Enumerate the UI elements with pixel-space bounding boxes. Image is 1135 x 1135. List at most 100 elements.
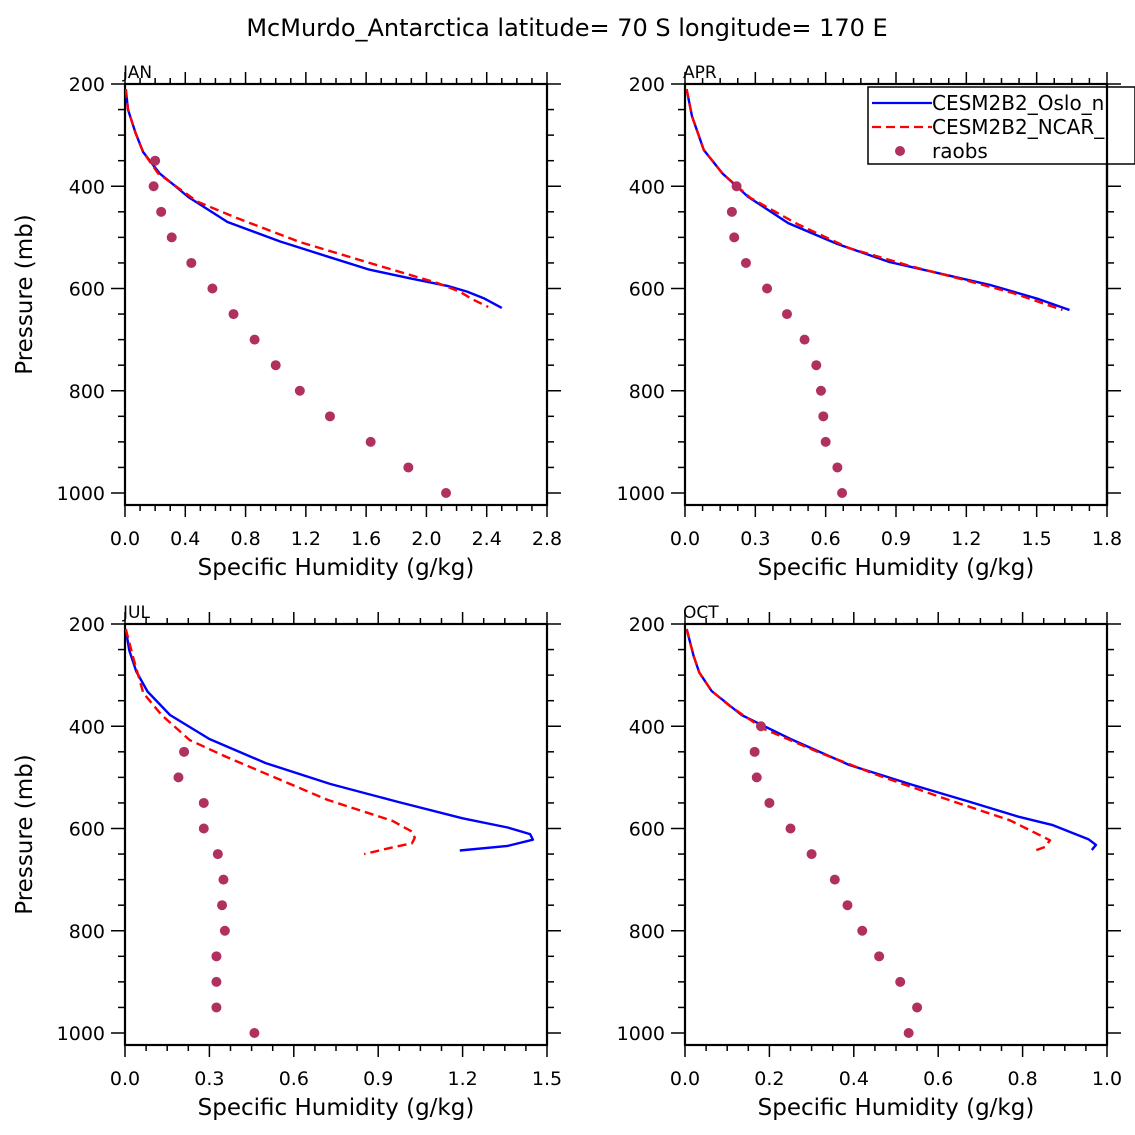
plot-frame: [123, 622, 549, 1047]
y-axis-label: Pressure (mb): [12, 754, 38, 914]
y-tick-label: 800: [629, 921, 665, 943]
raobs-point: [217, 900, 228, 911]
raobs-point: [842, 900, 853, 911]
plot-frame: [123, 82, 549, 507]
y-tick-label: 1000: [57, 483, 105, 505]
x-axis-label: Specific Humidity (g/kg): [758, 555, 1035, 581]
x-tick-label: 0.6: [279, 1068, 309, 1090]
raobs-point: [740, 257, 751, 268]
raobs-point: [781, 309, 792, 320]
x-tick-label: 0.9: [881, 528, 911, 550]
y-tick-label: 200: [69, 614, 105, 636]
raobs-point: [249, 1028, 260, 1038]
raobs-point: [219, 925, 230, 936]
y-tick-label: 400: [629, 176, 665, 198]
raobs-point: [207, 283, 218, 294]
y-tick-label: 800: [629, 381, 665, 403]
raobs-point: [903, 1028, 914, 1038]
raobs-point: [211, 976, 222, 987]
y-tick-label: 1000: [57, 1023, 105, 1045]
raobs-point: [150, 155, 161, 166]
x-tick-label: 1.5: [532, 1068, 562, 1090]
raobs-point: [173, 772, 184, 783]
x-tick-label: 0.0: [110, 1068, 140, 1090]
x-tick-label: 0.6: [923, 1068, 953, 1090]
raobs-point: [762, 283, 773, 294]
x-tick-label: 1.0: [1092, 1068, 1122, 1090]
x-tick-label: 1.2: [951, 528, 981, 550]
raobs-point: [218, 874, 229, 885]
raobs-point: [441, 488, 452, 498]
y-tick-label: 1000: [617, 483, 665, 505]
legend-label: CESM2B2_NCAR_: [932, 115, 1105, 139]
x-tick-label: 0.4: [839, 1068, 869, 1090]
oslo-line: [125, 628, 535, 852]
raobs-point: [837, 488, 848, 498]
panel-oct: OCT 200 400 600 800 1000 0.0 0.2 0.4 0.6 0.8 1.0 Spe…: [617, 603, 1122, 1121]
raobs-point: [785, 823, 796, 834]
raobs-point: [857, 925, 868, 936]
raobs-point: [799, 334, 810, 345]
y-tick-label: 600: [629, 279, 665, 301]
raobs-point: [815, 385, 826, 396]
panel-title: JUL: [122, 603, 150, 623]
y-tick-label: 400: [69, 716, 105, 738]
y-tick-label: 600: [629, 819, 665, 841]
x-tick-label: 1.5: [1022, 528, 1052, 550]
y-tick-label: 400: [629, 716, 665, 738]
raobs-point: [211, 951, 222, 962]
x-tick-label: 1.2: [291, 528, 321, 550]
x-tick-label: 0.0: [670, 528, 700, 550]
panel-apr: APR 200 400 600 800 1000 0.0 0.3 0.6 0.9 1.2 1.5 1.8…: [617, 63, 1122, 581]
figure-title: McMurdo_Antarctica latitude= 70 S longit…: [246, 14, 887, 42]
y-tick-label: 800: [69, 921, 105, 943]
raobs-point: [912, 1002, 923, 1013]
y-tick-label: 600: [69, 279, 105, 301]
raobs-point: [820, 436, 831, 447]
x-tick-label: 0.3: [194, 1068, 224, 1090]
legend-label: raobs: [932, 139, 988, 163]
ncar-line: [125, 88, 489, 308]
legend-box: [867, 86, 1135, 165]
y-tick-label: 200: [69, 74, 105, 96]
raobs-point: [294, 385, 305, 396]
raobs-point: [806, 849, 817, 860]
raobs-point: [874, 951, 885, 962]
raobs-point: [179, 746, 190, 757]
raobs-point: [755, 721, 766, 732]
panel-jul: JUL 200 400 600 800 1000 0.0 0.3 0.6 0.9 1.2 1.5 Spe…: [12, 603, 562, 1121]
y-tick-label: 400: [69, 176, 105, 198]
x-axis-label: Specific Humidity (g/kg): [198, 555, 475, 581]
panel-title: APR: [683, 63, 717, 83]
raobs-point: [166, 232, 177, 243]
panel-title: OCT: [683, 603, 719, 623]
raobs-point: [726, 206, 737, 217]
oslo-line: [685, 628, 1098, 851]
raobs-point: [270, 360, 281, 371]
x-tick-label: 2.0: [411, 528, 441, 550]
y-tick-label: 200: [629, 614, 665, 636]
x-tick-label: 0.9: [363, 1068, 393, 1090]
x-tick-label: 0.8: [230, 528, 260, 550]
x-axis-label: Specific Humidity (g/kg): [198, 1095, 475, 1121]
panel-jan: JAN 200 400 600 800 1000 0.0 0.4 0.8 1.2 1.6 2.0 2.4…: [12, 63, 562, 581]
x-tick-label: 0.0: [670, 1068, 700, 1090]
y-tick-label: 800: [69, 381, 105, 403]
x-tick-label: 2.8: [532, 528, 562, 550]
raobs-point: [731, 181, 742, 192]
x-tick-label: 0.3: [740, 528, 770, 550]
raobs-point: [186, 257, 197, 268]
x-tick-label: 1.2: [447, 1068, 477, 1090]
oslo-line: [125, 88, 503, 309]
x-tick-label: 0.8: [1007, 1068, 1037, 1090]
raobs-point: [403, 462, 414, 473]
raobs-point: [811, 360, 822, 371]
x-tick-label: 0.0: [110, 528, 140, 550]
x-tick-label: 0.4: [170, 528, 200, 550]
raobs-point: [249, 334, 260, 345]
x-tick-label: 2.4: [472, 528, 502, 550]
legend-entry: raobs: [895, 139, 988, 163]
raobs-point: [211, 1002, 222, 1013]
